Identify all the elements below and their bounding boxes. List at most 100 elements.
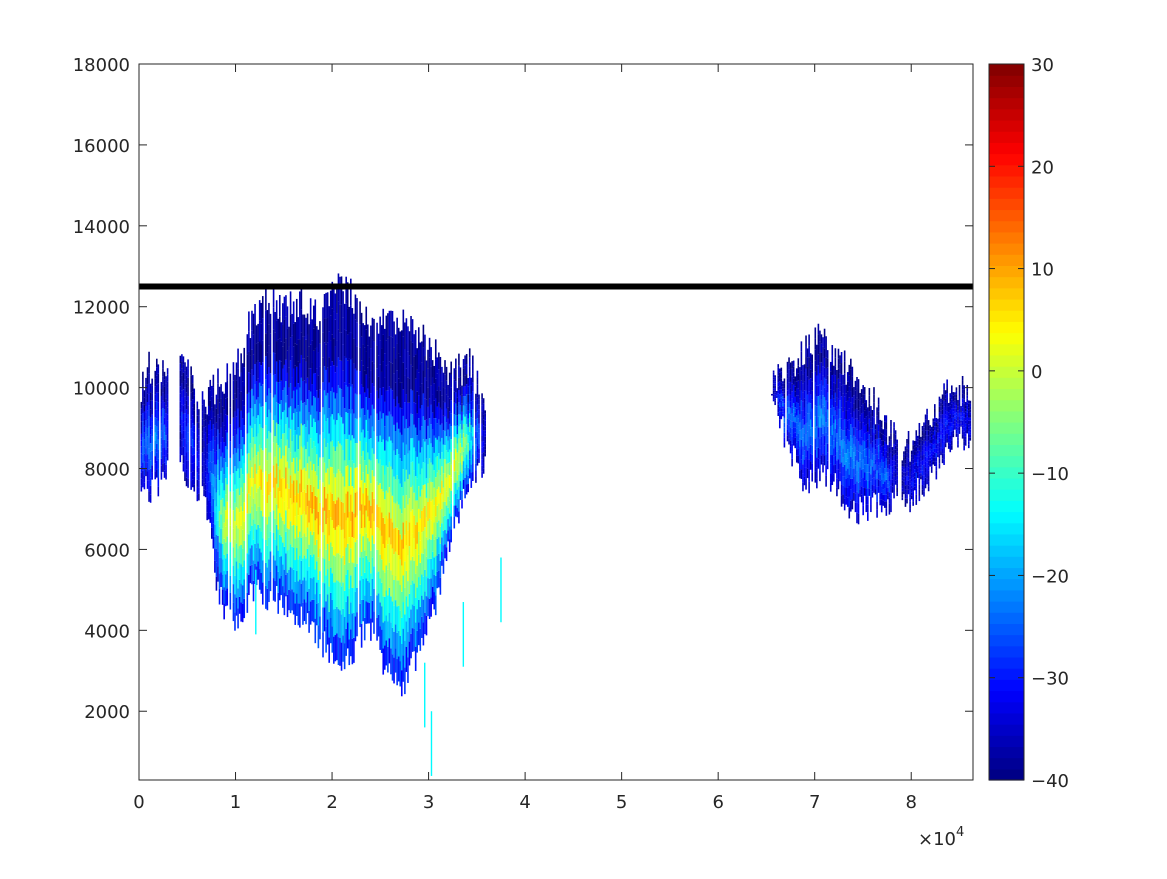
colorbar-band [989,187,1024,199]
colorbar-band [989,377,1024,390]
colorbar-band [989,254,1024,266]
colorbar-band [989,164,1024,177]
x-tick-label: 3 [423,792,434,813]
x-exponent-power: 4 [956,825,964,840]
colorbar-band [989,522,1024,535]
colorbar-band [989,220,1024,233]
colorbar-band [989,276,1024,289]
colorbar-tick-label: 20 [1031,157,1054,178]
colorbar-band [989,153,1024,166]
y-tick-label: 14000 [73,217,130,238]
y-tick-label: 18000 [73,55,130,76]
colorbar-band [989,768,1024,781]
x-tick-label: 1 [230,792,241,813]
colorbar-tick-label: 0 [1031,362,1042,383]
colorbar-band [989,388,1024,401]
colorbar-band [989,533,1024,546]
echo-region [140,351,169,503]
y-tick-label: 12000 [73,298,130,319]
plot-frame [138,63,974,781]
echo-region [771,323,898,525]
colorbar-band [989,690,1024,703]
colorbar-band [989,567,1024,580]
colorbar-tick-label: 30 [1031,55,1054,76]
colorbar-band [989,366,1024,378]
y-tick-label: 6000 [84,540,130,561]
colorbar-band [989,97,1024,110]
colorbar-band [989,265,1024,278]
colorbar-band [989,511,1024,524]
colorbar-band [989,108,1024,121]
colorbar-band [989,119,1024,132]
colorbar-band [989,287,1024,300]
x-tick-label: 4 [519,792,530,813]
colorbar-band [989,142,1024,155]
colorbar-band [989,489,1024,501]
colorbar-band [989,746,1024,759]
colorbar-band [989,209,1024,222]
colorbar-band [989,399,1024,412]
y-tick-label: 2000 [84,702,130,723]
colorbar-band [989,231,1024,244]
colorbar-band [989,589,1024,602]
colorbar-band [989,455,1024,468]
colorbar-band [989,422,1024,434]
heatmap-data [140,273,973,776]
colorbar-band [989,131,1024,143]
colorbar-band [989,198,1024,211]
colorbar-band [989,634,1024,647]
colorbar-tick-label: −20 [1031,566,1069,587]
colorbar-band [989,444,1024,457]
colorbar-band [989,332,1024,345]
colorbar-band [989,354,1024,367]
colorbar-band [989,64,1024,76]
colorbar-band [989,86,1024,99]
x-tick-label: 6 [712,792,723,813]
colorbar-tick-label: 10 [1031,260,1054,281]
colorbar-band [989,556,1024,569]
y-tick-label: 16000 [73,136,130,157]
colorbar-band [989,298,1024,311]
colorbar-band [989,545,1024,557]
y-tick-label: 4000 [84,621,130,642]
echo-region [179,354,200,502]
colorbar-band [989,343,1024,356]
colorbar [989,64,1024,781]
colorbar-band [989,175,1024,188]
x-tick-label: 2 [326,792,337,813]
colorbar-band [989,735,1024,748]
colorbar-tick-label: −40 [1031,771,1069,792]
y-tick-label: 8000 [84,460,130,481]
colorbar-band [989,466,1024,479]
x-exponent-label: ×104 [918,825,964,850]
echo-region [201,273,486,697]
colorbar-band [989,75,1024,87]
colorbar-band [989,712,1024,725]
colorbar-tick-label: −30 [1031,669,1069,690]
x-tick-label: 0 [133,792,144,813]
x-tick-label: 5 [616,792,627,813]
colorbar-band [989,645,1024,658]
colorbar-band [989,656,1024,669]
echo-region [901,375,973,513]
colorbar-frame [988,63,1025,781]
colorbar-band [989,477,1024,490]
x-tick-label: 8 [905,792,916,813]
colorbar-band [989,500,1024,513]
colorbar-band [989,623,1024,636]
colorbar-band [989,679,1024,692]
colorbar-band [989,601,1024,613]
colorbar-band [989,410,1024,423]
x-tick-label: 7 [809,792,820,813]
colorbar-band [989,321,1024,334]
y-axis: 2000 4000 6000 8000 10000 12000 14000 16000 1800… [73,55,973,723]
colorbar-band [989,433,1024,445]
colorbar-band [989,724,1024,736]
colorbar-band [989,310,1024,322]
colorbar-band [989,612,1024,624]
x-axis: 0 1 2 3 4 5 6 7 8 [133,64,917,813]
colorbar-band [989,578,1024,591]
colorbar-band [989,701,1024,714]
x-exponent-base: ×10 [918,829,956,850]
